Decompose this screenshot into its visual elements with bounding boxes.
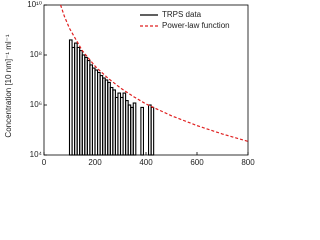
y-tick-label: 10¹⁰ [27,0,42,9]
x-tick-label: 200 [88,158,102,167]
x-tick-label: 600 [190,158,204,167]
x-tick-label: 800 [241,158,255,167]
legend-label: TRPS data [162,10,202,19]
y-tick-label: 10⁶ [30,100,42,109]
x-tick-label: 0 [42,158,47,167]
y-tick-label: 10⁴ [30,150,43,159]
y-axis-label: Concentration [10 nm]⁻¹ ml⁻¹ [4,34,13,137]
chart: Concentration [10 nm]⁻¹ ml⁻¹ 10⁴ 10⁶ 10⁸ 10… [4,0,255,167]
y-tick-label: 10⁸ [30,50,42,59]
histogram-bar [132,102,137,156]
histogram-bar [150,106,155,156]
legend-label: Power-law function [162,21,230,30]
x-tick-label: 400 [139,158,153,167]
power-law-curve [60,4,249,142]
histogram-bar [140,106,144,156]
